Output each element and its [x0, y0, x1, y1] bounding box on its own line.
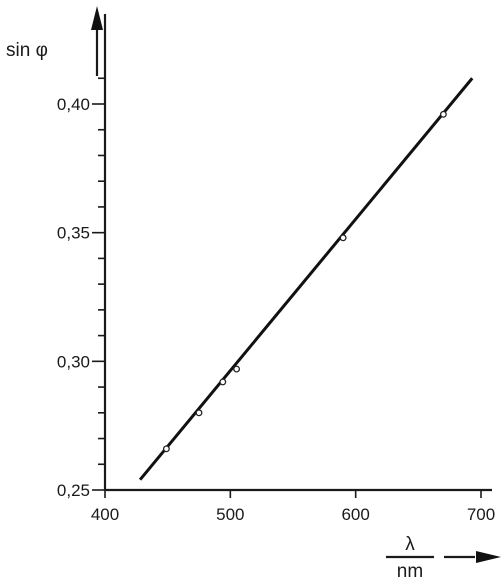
data-point: [195, 409, 203, 417]
y-tick-label: 0,40: [57, 95, 90, 114]
data-point: [339, 234, 347, 242]
data-point: [219, 378, 227, 386]
data-point: [439, 110, 447, 118]
x-axis-arrow-icon: [476, 551, 501, 563]
x-tick-label: 700: [467, 505, 495, 524]
data-point: [233, 365, 241, 373]
y-tick-label: 0,25: [57, 481, 90, 500]
y-axis-label: sin φ: [6, 40, 48, 61]
fit-line: [138, 77, 474, 481]
x-tick-label: 400: [91, 505, 119, 524]
x-axis-label-denominator: nm: [397, 561, 423, 578]
data-point: [162, 445, 170, 453]
data-points-group: [162, 110, 447, 453]
x-tick-label: 600: [341, 505, 369, 524]
x-axis-label-numerator: λ: [405, 534, 415, 555]
fit-line-group: [138, 77, 474, 481]
ticks-group: 0,25 0,30 0,35 0,40 400 500 600 700: [57, 77, 495, 524]
y-tick-label: 0,35: [57, 224, 90, 243]
y-tick-label: 0,30: [57, 352, 90, 371]
y-axis-arrow-icon: [91, 6, 103, 30]
x-tick-label: 500: [216, 505, 244, 524]
